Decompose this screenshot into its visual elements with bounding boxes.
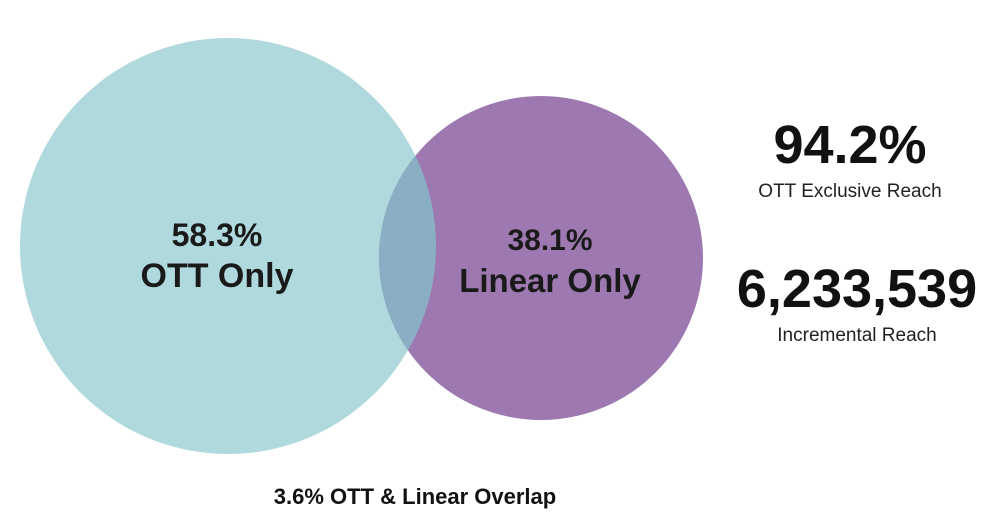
ott-only-name: OTT Only: [140, 257, 294, 295]
linear-only-label: 38.1% Linear Only: [440, 222, 660, 301]
ott-circle: [20, 38, 436, 454]
ott-exclusive-reach-value: 94.2%: [773, 115, 927, 175]
incremental-reach-caption: Incremental Reach: [777, 325, 937, 347]
overlap-caption: 3.6% OTT & Linear Overlap: [273, 484, 557, 509]
ott-exclusive-reach-stat: 94.2% OTT Exclusive Reach: [705, 115, 995, 203]
ott-only-percent: 58.3%: [171, 217, 263, 253]
incremental-reach-stat: 6,233,539 Incremental Reach: [712, 259, 1000, 347]
ott-exclusive-reach-caption: OTT Exclusive Reach: [758, 181, 942, 203]
incremental-reach-value: 6,233,539: [736, 259, 978, 319]
linear-only-percent: 38.1%: [507, 224, 593, 257]
linear-circle: [379, 96, 703, 420]
ott-only-label: 58.3% OTT Only: [107, 215, 327, 298]
linear-only-name: Linear Only: [459, 261, 641, 299]
